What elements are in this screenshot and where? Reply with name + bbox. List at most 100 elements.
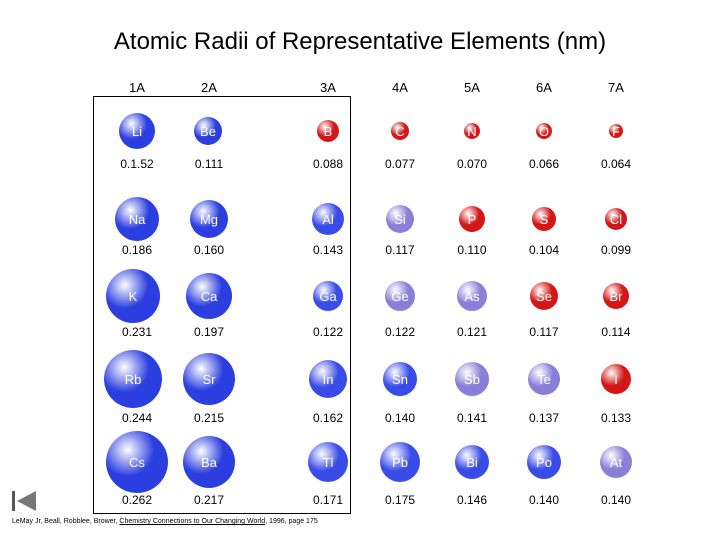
atom-na: Na	[115, 197, 159, 241]
atom-sr: Sr	[183, 353, 235, 405]
element-symbol: As	[464, 288, 480, 304]
atom-al: Al	[312, 203, 344, 235]
radius-value: 0.215	[193, 411, 225, 425]
radius-value: 0.088	[312, 157, 344, 171]
group-header-7a: 7A	[608, 80, 624, 95]
atom-ga: Ga	[313, 281, 343, 311]
element-symbol: Po	[536, 454, 552, 470]
atom-f: F	[609, 123, 623, 139]
first-slide-icon[interactable]	[10, 488, 38, 514]
element-symbol: Ba	[201, 454, 217, 470]
element-symbol: Te	[537, 371, 551, 387]
radius-value: 0.099	[600, 243, 632, 257]
element-symbol: Cs	[129, 454, 145, 470]
atom-br: Br	[603, 283, 629, 309]
atom-se: Se	[530, 282, 558, 310]
citation: LeMay Jr, Beall, Robblee, Brower, Chemis…	[12, 518, 318, 525]
atom-mg: Mg	[190, 200, 228, 238]
atom-ge: Ge	[385, 281, 415, 311]
element-symbol: Si	[394, 211, 406, 227]
element-symbol: Ga	[319, 288, 337, 304]
element-symbol: Sb	[464, 371, 480, 387]
atom-cs: Cs	[106, 431, 168, 493]
element-symbol: F	[612, 123, 620, 139]
radius-value: 0.1.52	[120, 157, 154, 171]
radius-value: 0.171	[312, 493, 344, 507]
radius-value: 0.141	[456, 411, 488, 425]
radius-value: 0.070	[456, 157, 488, 171]
radius-value: 0.122	[312, 325, 344, 339]
element-symbol: Li	[131, 123, 143, 139]
citation-authors: LeMay Jr, Beall, Robblee, Brower,	[12, 518, 118, 525]
element-symbol: Bi	[466, 454, 478, 470]
radius-value: 0.262	[121, 493, 153, 507]
radius-value: 0.117	[385, 243, 415, 257]
radius-value: 0.137	[528, 411, 560, 425]
atom-cl: Cl	[605, 208, 627, 230]
element-symbol: B	[323, 123, 333, 139]
element-symbol: Tl	[322, 454, 334, 470]
radius-value: 0.162	[312, 411, 344, 425]
atom-ca: Ca	[186, 273, 232, 319]
element-symbol: N	[467, 123, 477, 139]
element-symbol: In	[322, 371, 334, 387]
element-symbol: Be	[200, 123, 216, 139]
radius-value: 0.121	[456, 325, 488, 339]
atom-c: C	[391, 122, 409, 140]
atom-sb: Sb	[455, 362, 489, 396]
radius-value: 0.140	[528, 493, 560, 507]
atom-li: Li	[119, 113, 155, 149]
element-symbol: Al	[322, 211, 334, 227]
atom-ba: Ba	[183, 436, 235, 488]
element-symbol: Sn	[392, 371, 408, 387]
element-symbol: Rb	[124, 371, 142, 387]
atom-in: In	[309, 360, 347, 398]
radius-value: 0.175	[384, 493, 416, 507]
radius-value: 0.066	[528, 157, 560, 171]
radius-value: 0.146	[456, 493, 488, 507]
atom-as: As	[457, 281, 487, 311]
element-symbol: Ca	[200, 288, 218, 304]
radius-value: 0.133	[600, 411, 632, 425]
element-symbol: At	[609, 454, 623, 470]
group-header-4a: 4A	[392, 80, 408, 95]
element-symbol: Br	[609, 288, 623, 304]
atom-at: At	[600, 446, 632, 478]
element-symbol: I	[614, 371, 618, 387]
citation-book[interactable]: Chemistry Connections to Our Changing Wo…	[119, 518, 266, 525]
element-symbol: C	[395, 123, 405, 139]
element-symbol: Se	[536, 288, 552, 304]
atom-be: Be	[194, 117, 222, 145]
radius-value: 0.117	[529, 325, 559, 339]
atom-po: Po	[527, 445, 561, 479]
atom-sn: Sn	[383, 362, 417, 396]
element-symbol: Pb	[392, 454, 408, 470]
radius-value: 0.160	[193, 243, 225, 257]
radius-value: 0.122	[384, 325, 416, 339]
radius-value: 0.114	[601, 325, 631, 339]
element-symbol: Ge	[391, 288, 409, 304]
page-title: Atomic Radii of Representative Elements …	[113, 28, 607, 55]
radius-value: 0.104	[528, 243, 560, 257]
radius-value: 0.064	[600, 157, 632, 171]
group-header-5a: 5A	[464, 80, 480, 95]
radius-value: 0.244	[121, 411, 153, 425]
element-symbol: P	[467, 211, 477, 227]
element-symbol: Cl	[609, 211, 623, 227]
radius-value: 0.110	[457, 243, 487, 257]
radius-value: 0.217	[193, 493, 225, 507]
atom-tl: Tl	[308, 442, 348, 482]
atom-n: N	[464, 123, 480, 139]
atom-o: O	[536, 123, 552, 139]
citation-suffix: , 1996, page 175	[265, 518, 318, 525]
group-header-3a: 3A	[320, 80, 336, 95]
radius-value: 0.186	[121, 243, 153, 257]
group-header-1a: 1A	[129, 80, 145, 95]
atom-b: B	[317, 120, 339, 142]
element-symbol: Mg	[199, 211, 219, 227]
radius-value: 0.231	[121, 325, 153, 339]
element-symbol: Sr	[202, 371, 216, 387]
metal-groups-box	[93, 96, 351, 514]
element-symbol: S	[539, 211, 549, 227]
radius-value: 0.077	[384, 157, 416, 171]
